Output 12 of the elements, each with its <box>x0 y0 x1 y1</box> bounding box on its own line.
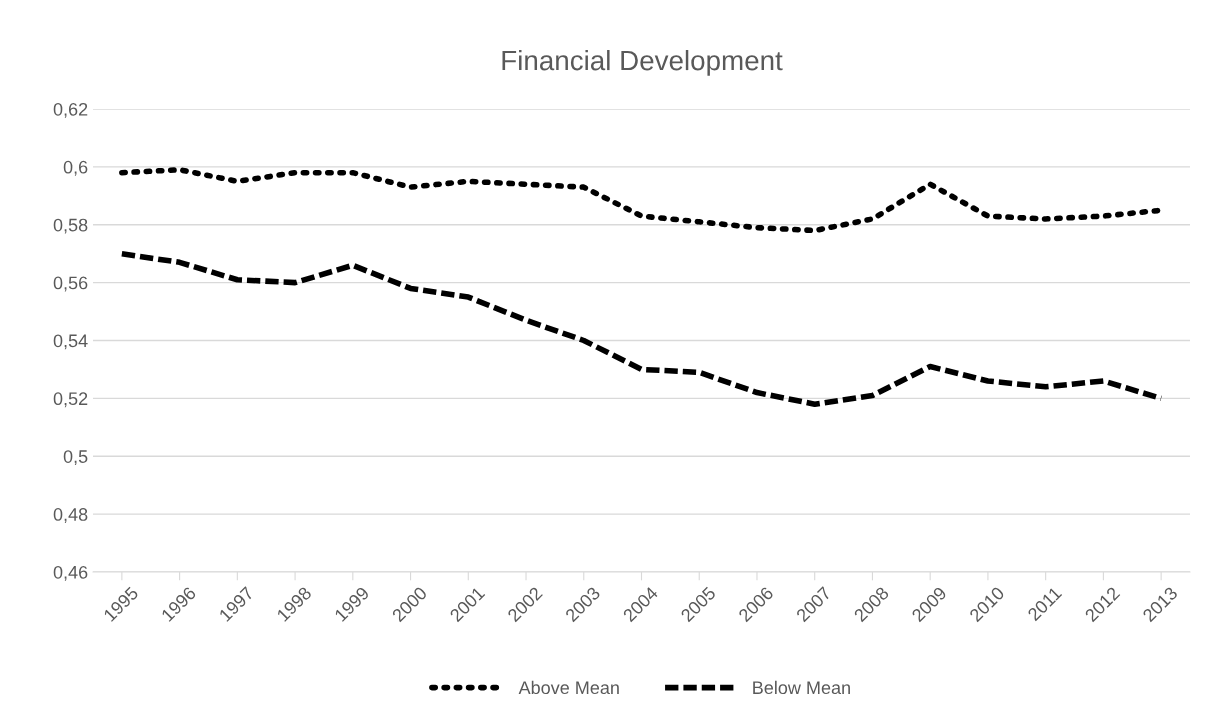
chart-title: Financial Development <box>502 49 783 76</box>
y-tick-label: 0,56 <box>53 276 88 292</box>
y-tick-label: 0,46 <box>53 565 88 581</box>
y-tick-label: 0,54 <box>53 334 88 350</box>
y-tick-label: 0,58 <box>53 218 88 234</box>
y-tick-label: 0,52 <box>53 392 88 408</box>
y-tick-label: 0,48 <box>53 508 88 523</box>
legend-label: Above Mean <box>518 680 619 695</box>
y-tick-label: 0,62 <box>53 102 88 118</box>
y-tick-label: 0,5 <box>63 450 88 466</box>
y-tick-label: 0,6 <box>63 160 88 176</box>
legend-label: Below Mean <box>753 680 850 695</box>
